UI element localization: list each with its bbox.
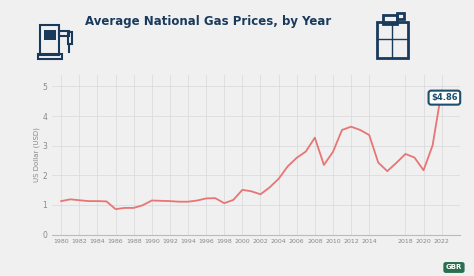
Bar — [377, 22, 408, 58]
Bar — [68, 32, 72, 44]
Bar — [44, 30, 56, 40]
Bar — [59, 31, 69, 36]
Text: Average National Gas Prices, by Year: Average National Gas Prices, by Year — [85, 15, 332, 28]
Text: GBR: GBR — [446, 264, 462, 270]
Bar — [397, 13, 404, 19]
Bar — [40, 25, 59, 55]
Bar — [383, 15, 397, 24]
Bar — [38, 54, 62, 59]
Y-axis label: US Dollar (USD): US Dollar (USD) — [33, 127, 40, 182]
Text: $4.86: $4.86 — [431, 93, 458, 102]
